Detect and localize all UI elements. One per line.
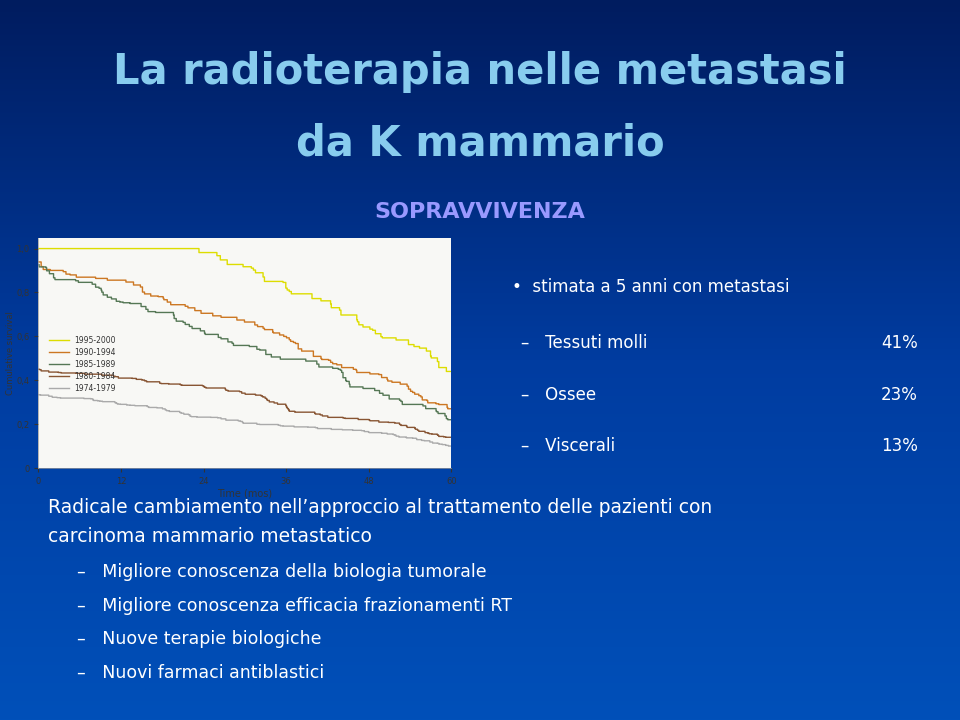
1974-1979 xyxy=(106,397,117,406)
1990-1994 xyxy=(308,352,320,361)
1990-1994 xyxy=(276,330,287,339)
1995-2000 xyxy=(276,277,287,286)
1990-1994 xyxy=(442,405,453,413)
1990-1994 xyxy=(139,289,151,298)
1980-1984 xyxy=(106,371,117,379)
Line: 1985-1989: 1985-1989 xyxy=(38,264,451,420)
1990-1994 xyxy=(220,313,231,322)
Text: 13%: 13% xyxy=(881,438,918,456)
1974-1979 xyxy=(445,442,457,451)
1980-1984 xyxy=(139,377,151,385)
Text: –   Ossee: – Ossee xyxy=(520,386,595,403)
Text: Radicale cambiamento nell’approccio al trattamento delle pazienti con: Radicale cambiamento nell’approccio al t… xyxy=(48,498,712,517)
Text: –   Nuove terapie biologiche: – Nuove terapie biologiche xyxy=(77,631,322,648)
1980-1984 xyxy=(33,365,44,374)
1985-1989 xyxy=(106,294,117,303)
1985-1989 xyxy=(442,415,453,424)
1995-2000 xyxy=(441,367,452,376)
1995-2000 xyxy=(220,256,231,264)
1974-1979 xyxy=(308,423,320,431)
Line: 1980-1984: 1980-1984 xyxy=(38,369,451,437)
1980-1984 xyxy=(220,385,231,394)
Text: 41%: 41% xyxy=(881,334,918,352)
1985-1989 xyxy=(276,355,287,364)
Text: –   Viscerali: – Viscerali xyxy=(520,438,614,456)
1980-1984 xyxy=(276,400,287,408)
Text: SOPRAVVIVENZA: SOPRAVVIVENZA xyxy=(374,202,586,222)
Text: –   Migliore conoscenza della biologia tumorale: – Migliore conoscenza della biologia tum… xyxy=(77,563,487,582)
Legend: 1995-2000, 1990-1994, 1985-1989, 1980-1984, 1974-1979: 1995-2000, 1990-1994, 1985-1989, 1980-19… xyxy=(46,333,119,396)
1995-2000 xyxy=(445,367,457,376)
1995-2000 xyxy=(106,244,117,253)
1974-1979 xyxy=(443,442,454,451)
1990-1994 xyxy=(33,258,44,266)
1995-2000 xyxy=(308,294,320,303)
Text: –   Nuovi farmaci antiblastici: – Nuovi farmaci antiblastici xyxy=(77,664,324,683)
Text: La radioterapia nelle metastasi: La radioterapia nelle metastasi xyxy=(113,51,847,93)
Line: 1974-1979: 1974-1979 xyxy=(38,395,451,446)
1985-1989 xyxy=(139,302,151,311)
1974-1979 xyxy=(344,426,355,434)
1990-1994 xyxy=(106,276,117,284)
1985-1989 xyxy=(445,415,457,424)
Text: da K mammario: da K mammario xyxy=(296,123,664,165)
Text: 23%: 23% xyxy=(881,386,918,403)
Y-axis label: Cumulative survival: Cumulative survival xyxy=(6,311,14,395)
Text: •  stimata a 5 anni con metastasi: • stimata a 5 anni con metastasi xyxy=(512,278,789,296)
Line: 1990-1994: 1990-1994 xyxy=(38,262,451,409)
Text: –   Tessuti molli: – Tessuti molli xyxy=(520,334,647,352)
Text: –   Migliore conoscenza efficacia frazionamenti RT: – Migliore conoscenza efficacia fraziona… xyxy=(77,598,512,615)
1985-1989 xyxy=(308,356,320,365)
1985-1989 xyxy=(344,380,355,389)
X-axis label: Time (mos): Time (mos) xyxy=(217,489,273,499)
1990-1994 xyxy=(445,405,457,413)
1985-1989 xyxy=(33,260,44,269)
1980-1984 xyxy=(440,433,451,441)
1990-1994 xyxy=(344,364,355,372)
1980-1984 xyxy=(445,433,457,441)
1974-1979 xyxy=(220,415,231,423)
1980-1984 xyxy=(308,408,320,416)
Text: carcinoma mammario metastatico: carcinoma mammario metastatico xyxy=(48,527,372,546)
1974-1979 xyxy=(139,402,151,410)
1995-2000 xyxy=(139,244,151,253)
1974-1979 xyxy=(33,390,44,399)
1985-1989 xyxy=(220,335,231,343)
1980-1984 xyxy=(344,414,355,423)
Line: 1995-2000: 1995-2000 xyxy=(38,248,451,372)
1995-2000 xyxy=(344,310,355,319)
1974-1979 xyxy=(276,421,287,430)
1995-2000 xyxy=(33,244,44,253)
